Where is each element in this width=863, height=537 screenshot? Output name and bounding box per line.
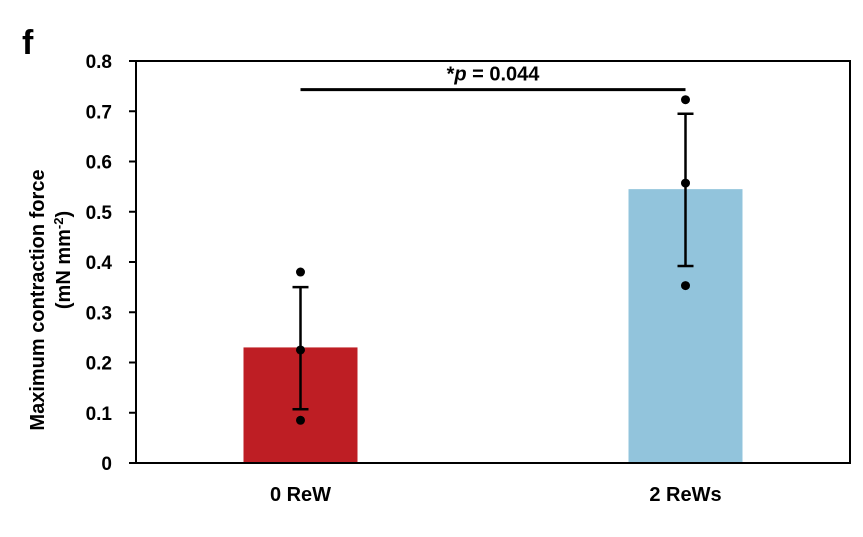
y-tick-label-6: 0.6 (86, 153, 112, 174)
y-axis-unit-exponent: -2 (51, 218, 66, 230)
y-tick-label-7: 0.7 (86, 102, 112, 123)
plot-frame (135, 60, 851, 464)
significance-p-value: = 0.044 (467, 64, 541, 86)
y-axis-unit-prefix: (mN mm (53, 229, 75, 309)
data-point-0-1 (296, 345, 305, 355)
data-points-group (296, 95, 690, 425)
panel-letter: f (22, 24, 34, 62)
y-tick-label-8: 0.8 (86, 52, 112, 73)
y-tick-label-4: 0.4 (86, 253, 113, 274)
significance-star: * (447, 64, 455, 86)
bars-group (243, 189, 743, 463)
y-tick-label-3: 0.3 (86, 303, 112, 324)
y-tick-label-0: 0 (101, 454, 112, 475)
y-tick-label-5: 0.5 (86, 203, 113, 224)
y-axis-title-line1: Maximum contraction force (27, 169, 49, 430)
y-axis-ticks: 0 0.1 0.2 0.3 0.4 0.5 0.6 0.7 0.8 (86, 52, 136, 475)
data-point-1-1 (681, 178, 690, 188)
significance-label: *p = 0.044 (447, 64, 541, 86)
data-point-1-2 (681, 281, 690, 291)
y-axis-unit-suffix: ) (53, 211, 75, 218)
x-axis-categories: 0 ReW 2 ReWs (270, 484, 722, 506)
y-axis-title-line2: (mN mm-2) (51, 211, 75, 309)
x-tick-label-0: 0 ReW (270, 484, 331, 506)
significance-annotation: *p = 0.044 (300, 64, 686, 92)
data-point-0-2 (296, 415, 305, 425)
significance-p-symbol: p (453, 64, 466, 86)
y-tick-label-1: 0.1 (86, 404, 113, 425)
plot-border (135, 60, 851, 464)
data-point-1-0 (681, 95, 690, 105)
data-point-0-0 (296, 267, 305, 277)
x-tick-label-1: 2 ReWs (649, 484, 721, 506)
y-tick-label-2: 0.2 (86, 354, 112, 375)
y-axis-title: Maximum contraction force (mN mm-2) (27, 169, 75, 430)
